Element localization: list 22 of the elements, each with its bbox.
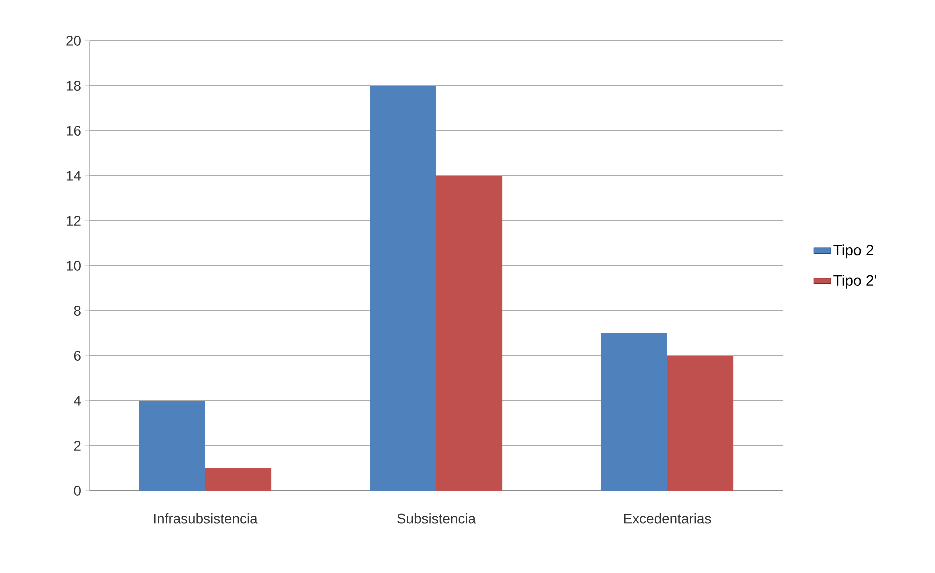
y-tick-label: 14 — [67, 171, 82, 181]
y-tick-label: 4 — [74, 396, 82, 406]
y-tick-label: 18 — [67, 81, 81, 91]
x-tick-label: Infrasubsistencia — [154, 514, 258, 524]
y-tick-label: 8 — [74, 306, 81, 316]
y-tick-label: 10 — [67, 261, 81, 271]
bar — [436, 176, 503, 491]
y-tick-label: 12 — [67, 216, 81, 226]
bar — [668, 356, 734, 491]
bar — [370, 86, 437, 491]
x-tick-label: Excedentarias — [624, 514, 712, 524]
y-tick-label: 20 — [66, 36, 81, 46]
x-tick-label: Subsistencia — [398, 514, 476, 524]
bar — [601, 334, 668, 491]
y-tick-label: 2 — [74, 441, 81, 451]
y-tick-label: 0 — [74, 486, 81, 496]
y-tick-label: 6 — [74, 351, 81, 361]
y-tick-label: 16 — [67, 126, 81, 136]
bar — [206, 468, 272, 491]
bar — [139, 401, 206, 491]
legend-label: Tipo 2' — [834, 274, 876, 289]
legend-label: Tipo 2 — [834, 244, 874, 259]
